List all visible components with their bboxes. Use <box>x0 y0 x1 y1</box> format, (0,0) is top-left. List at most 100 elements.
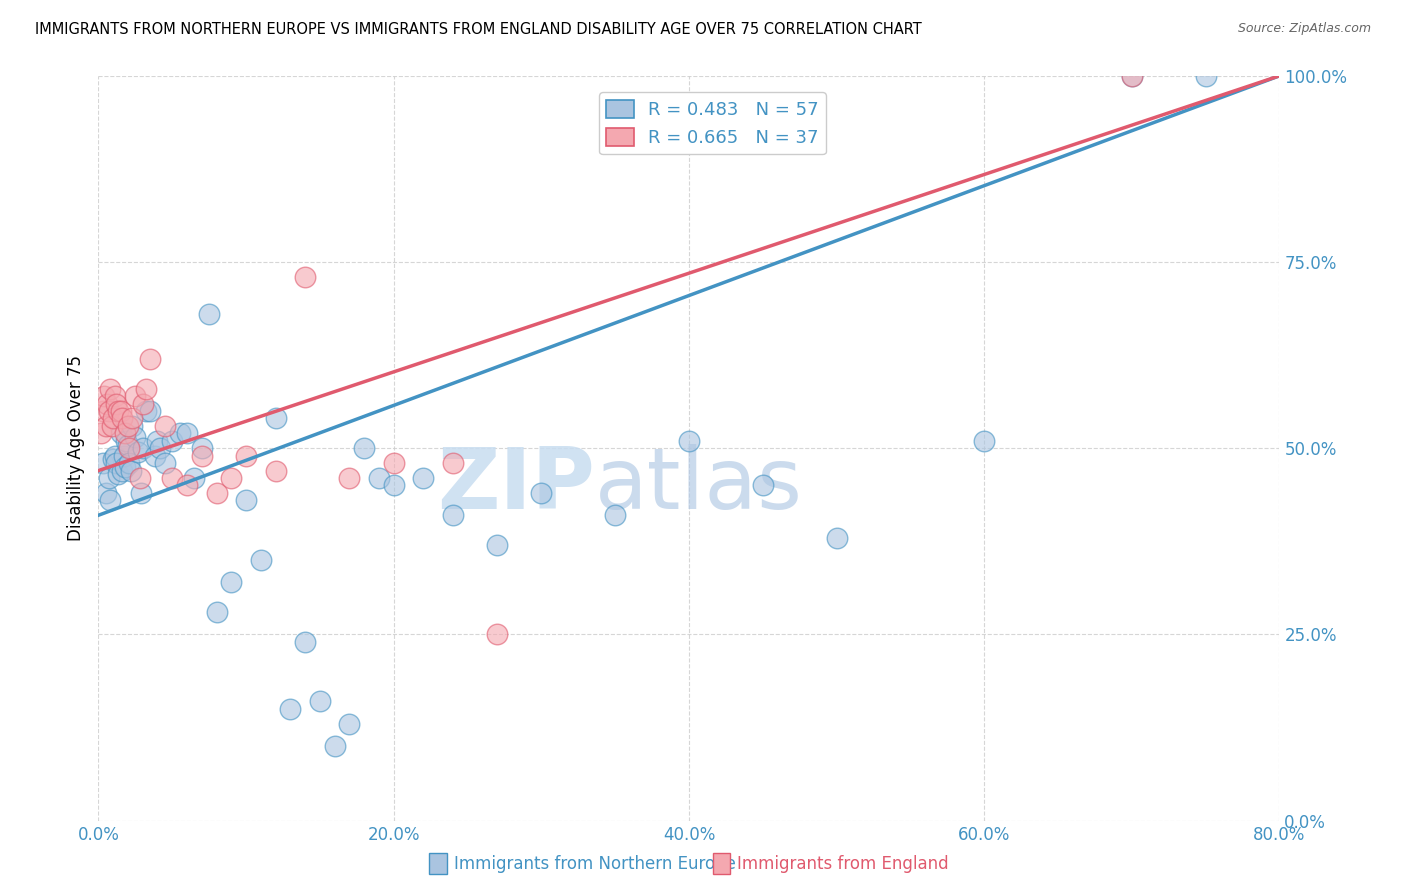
Point <box>678 434 700 448</box>
Point <box>353 442 375 455</box>
Point <box>605 508 627 523</box>
Point <box>93 389 115 403</box>
Point <box>91 404 114 418</box>
Point <box>294 635 316 649</box>
Point <box>294 269 316 284</box>
Point <box>127 445 149 459</box>
Point <box>94 486 117 500</box>
Text: atlas: atlas <box>595 444 803 527</box>
Point <box>825 531 848 545</box>
Point <box>280 702 302 716</box>
Point <box>96 396 118 410</box>
Text: Immigrants from Northern Europe: Immigrants from Northern Europe <box>454 855 735 872</box>
Point <box>98 382 121 396</box>
Point <box>94 418 117 433</box>
Point <box>752 478 775 492</box>
Point <box>111 464 134 478</box>
Point <box>339 471 361 485</box>
Point <box>191 442 214 455</box>
Point <box>124 389 146 403</box>
Point <box>486 538 509 552</box>
Point <box>110 404 132 418</box>
Point <box>153 456 176 470</box>
Point <box>221 575 243 590</box>
Y-axis label: Disability Age Over 75: Disability Age Over 75 <box>66 355 84 541</box>
Point <box>205 605 228 619</box>
Point <box>115 434 138 448</box>
Point <box>135 382 157 396</box>
Point <box>205 486 228 500</box>
Point <box>139 351 162 366</box>
Point <box>104 389 127 403</box>
Point <box>198 307 221 321</box>
Point <box>103 411 125 425</box>
Point <box>128 471 150 485</box>
Point <box>129 486 152 500</box>
Text: Immigrants from England: Immigrants from England <box>737 855 949 872</box>
Point <box>100 418 122 433</box>
Point <box>121 418 143 433</box>
Point <box>382 478 405 492</box>
Point <box>118 456 141 470</box>
Point <box>104 449 127 463</box>
Point <box>368 471 391 485</box>
Point <box>176 426 198 441</box>
Point <box>118 442 141 455</box>
Point <box>146 434 169 448</box>
Point <box>339 716 361 731</box>
Point <box>486 627 509 641</box>
Point <box>169 426 191 441</box>
Point <box>124 430 146 444</box>
Point <box>120 464 142 478</box>
Point <box>114 459 136 474</box>
Point <box>98 493 121 508</box>
Point <box>143 449 166 463</box>
Point <box>235 449 257 463</box>
Point <box>107 467 129 482</box>
Point <box>121 411 143 425</box>
Point <box>90 426 112 441</box>
Point <box>382 456 405 470</box>
Point <box>176 478 198 492</box>
Point <box>117 437 139 451</box>
Point <box>309 694 332 708</box>
Point <box>110 426 132 441</box>
Point <box>132 396 155 410</box>
Point <box>264 464 287 478</box>
Point <box>105 456 128 470</box>
Point <box>135 404 157 418</box>
Point <box>132 442 155 455</box>
Point <box>323 739 346 753</box>
Point <box>139 404 162 418</box>
Point <box>530 486 553 500</box>
Point <box>162 434 183 448</box>
Point <box>162 471 183 485</box>
Point <box>235 493 257 508</box>
Point <box>105 396 128 410</box>
Point <box>107 404 129 418</box>
Text: IMMIGRANTS FROM NORTHERN EUROPE VS IMMIGRANTS FROM ENGLAND DISABILITY AGE OVER 7: IMMIGRANTS FROM NORTHERN EUROPE VS IMMIG… <box>35 22 922 37</box>
Point <box>1121 69 1143 83</box>
Point <box>97 471 120 485</box>
Point <box>973 434 995 448</box>
Point <box>1195 69 1218 83</box>
Point <box>91 456 114 470</box>
Point <box>153 418 176 433</box>
Point <box>111 411 134 425</box>
Point <box>103 452 125 467</box>
Point <box>264 411 287 425</box>
Point <box>191 449 214 463</box>
Point <box>117 418 139 433</box>
Point <box>1121 69 1143 83</box>
Point <box>221 471 243 485</box>
Point <box>97 404 120 418</box>
Point <box>149 442 172 455</box>
Text: Source: ZipAtlas.com: Source: ZipAtlas.com <box>1237 22 1371 36</box>
Point <box>441 456 464 470</box>
Legend: R = 0.483   N = 57, R = 0.665   N = 37: R = 0.483 N = 57, R = 0.665 N = 37 <box>599 92 825 154</box>
Point <box>412 471 434 485</box>
Point <box>114 426 136 441</box>
Point <box>250 553 273 567</box>
Point <box>441 508 464 523</box>
Point <box>112 449 135 463</box>
